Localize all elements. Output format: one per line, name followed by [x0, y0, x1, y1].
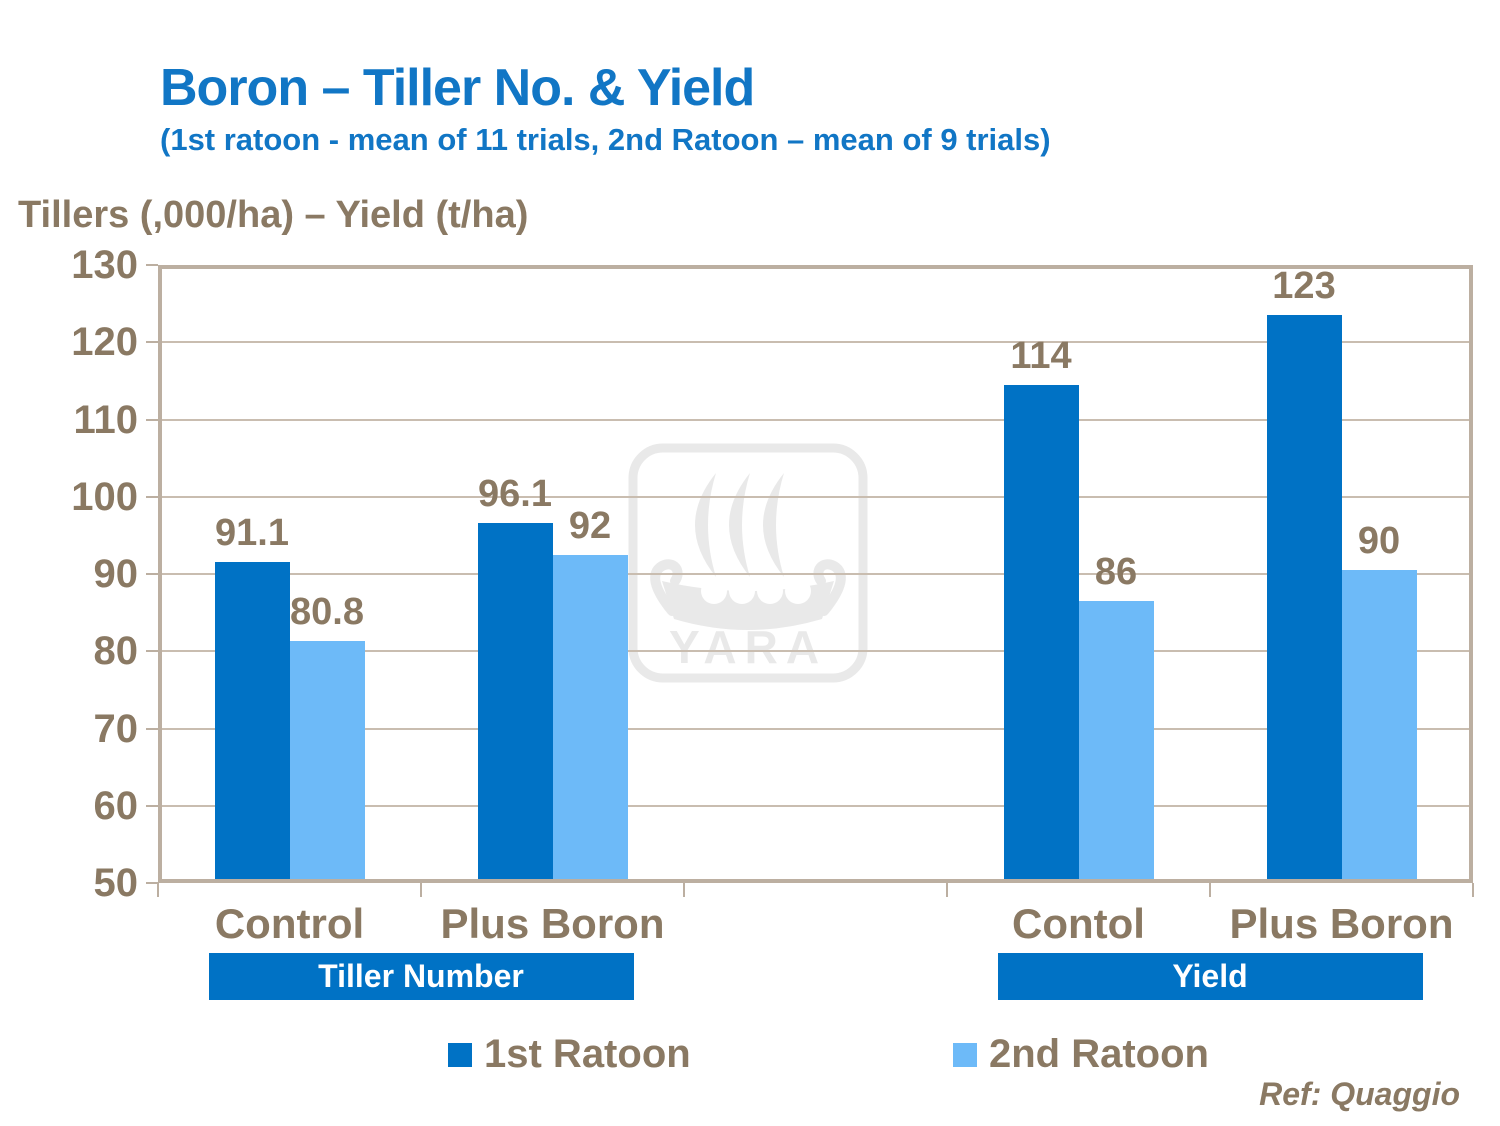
gridline [162, 804, 1469, 807]
x-axis-tick [157, 883, 159, 897]
bar-1st-ratoon [1266, 315, 1342, 879]
x-axis-tick [1472, 883, 1474, 897]
bar-2nd-ratoon [552, 554, 628, 879]
y-axis-tick [146, 495, 158, 498]
bar-2nd-ratoon [1078, 600, 1154, 879]
data-label: 114 [1010, 334, 1072, 377]
legend-label: 2nd Ratoon [989, 1032, 1209, 1076]
y-axis-tick-label: 70 [93, 706, 139, 751]
y-axis-tick [146, 264, 158, 266]
x-axis-tick [946, 883, 948, 897]
category-label: Plus Boron [1229, 900, 1454, 947]
y-axis-tick-label: 120 [71, 320, 138, 365]
y-axis-tick [146, 418, 158, 421]
data-label: 96.1 [478, 472, 552, 515]
category-band: Tiller Number [208, 953, 634, 1000]
category-label: Contol [1012, 900, 1145, 947]
chart-title: Boron – Tiller No. & Yield [160, 59, 755, 117]
category-label: Plus Boron [440, 900, 665, 947]
gridline [162, 573, 1469, 575]
y-axis-tick-label: 80 [93, 629, 139, 674]
y-axis-tick-label: 60 [93, 783, 139, 828]
gridline [162, 650, 1469, 653]
y-axis-tick [146, 341, 158, 344]
data-label: 80.8 [290, 591, 364, 634]
x-axis-tick [1209, 883, 1211, 897]
y-axis-tick [146, 727, 158, 730]
category-label: Control [214, 900, 365, 947]
y-axis-title: Tillers (,000/ha) – Yield (t/ha) [18, 194, 529, 236]
watermark-wordmark: YARA [669, 621, 827, 673]
bar-1st-ratoon [214, 561, 290, 879]
gridline [162, 418, 1469, 421]
data-label: 86 [1094, 550, 1138, 593]
gridline [162, 341, 1469, 344]
y-axis-tick [146, 573, 158, 575]
y-axis-tick-label: 100 [71, 474, 138, 519]
bar-2nd-ratoon [1341, 570, 1417, 879]
data-label: 90 [1357, 520, 1401, 562]
data-label: 91.1 [215, 511, 289, 554]
data-label: 92 [568, 504, 612, 547]
y-axis-tick [146, 882, 158, 884]
bar-2nd-ratoon [289, 641, 365, 879]
x-axis-tick [420, 883, 422, 897]
x-axis-tick [683, 883, 685, 897]
bar-1st-ratoon [477, 522, 553, 879]
y-axis-tick-label: 110 [73, 397, 138, 442]
viking-ship-icon [650, 473, 846, 630]
y-axis-tick [146, 804, 158, 807]
chart-subtitle: (1st ratoon - mean of 11 trials, 2nd Rat… [160, 122, 1051, 157]
y-axis-tick-label: 50 [93, 861, 139, 905]
gridline [162, 727, 1469, 730]
legend-item: 1st Ratoon [448, 1032, 691, 1077]
legend-label: 1st Ratoon [484, 1032, 691, 1076]
gridline [162, 495, 1469, 498]
y-axis-tick-label: 130 [71, 243, 138, 287]
legend-swatch-2 [953, 1042, 977, 1067]
data-label: 123 [1272, 265, 1336, 308]
category-band: Yield [997, 953, 1423, 1000]
legend-item: 2nd Ratoon [953, 1032, 1209, 1077]
bar-1st-ratoon [1003, 384, 1079, 879]
legend-swatch-1 [448, 1042, 472, 1067]
reference-text: Ref: Quaggio [1259, 1076, 1460, 1112]
y-axis-tick [146, 650, 158, 653]
yara-watermark-logo: YARA [628, 443, 868, 683]
y-axis-tick-label: 90 [93, 552, 139, 596]
